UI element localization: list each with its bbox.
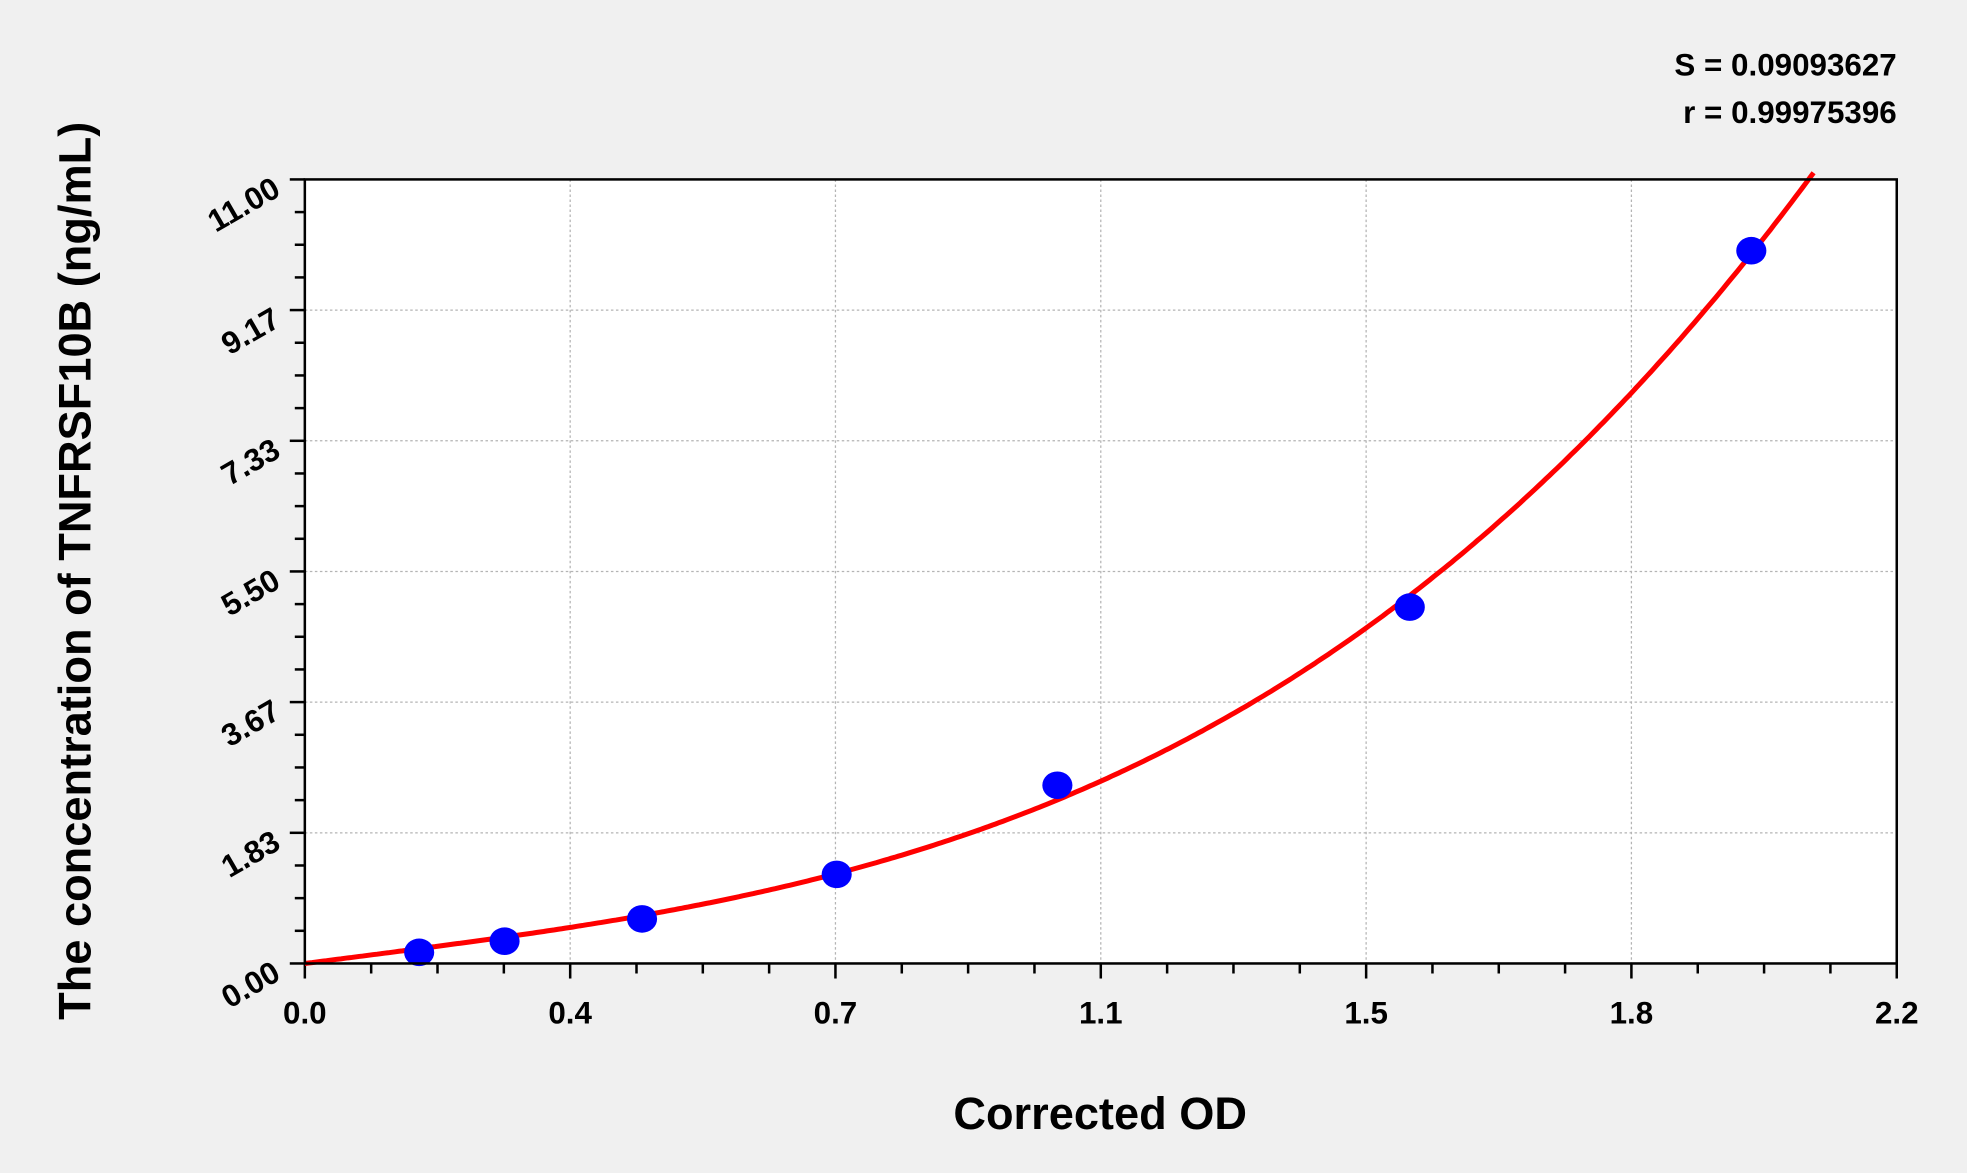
x-tick-label: 1.8	[1610, 996, 1654, 1031]
data-point	[1736, 236, 1767, 265]
stat-r: r = 0.99975396	[1683, 95, 1897, 130]
stat-s: S = 0.09093627	[1674, 47, 1896, 82]
data-point	[1042, 771, 1073, 800]
data-point	[626, 905, 658, 933]
y-tick-label: 11.00	[202, 170, 286, 239]
y-tick-label: 5.50	[215, 562, 285, 623]
data-point	[1394, 593, 1425, 621]
y-tick-label: 1.83	[215, 824, 285, 885]
x-tick-label: 0.4	[548, 996, 592, 1031]
fit-curve	[304, 171, 1816, 966]
y-tick-label: 0.00	[215, 954, 285, 1015]
x-tick-label: 0.7	[814, 996, 858, 1031]
data-point	[489, 927, 520, 955]
x-tick-label: 1.5	[1344, 996, 1388, 1031]
y-tick-label: 7.33	[215, 432, 285, 493]
x-tick-label: 2.2	[1875, 996, 1919, 1031]
y-tick-label: 3.67	[215, 693, 285, 754]
plot-frame	[303, 178, 1899, 965]
x-tick-label: 0.0	[283, 996, 327, 1031]
y-axis-label: The concentration of TNFRSF10B (ng/mL)	[49, 122, 100, 1020]
y-tick-label: 9.17	[215, 301, 285, 362]
x-axis-label: Corrected OD	[953, 1088, 1247, 1139]
x-tick-label: 1.1	[1079, 996, 1123, 1031]
data-point	[404, 938, 435, 967]
data-point	[821, 860, 852, 889]
